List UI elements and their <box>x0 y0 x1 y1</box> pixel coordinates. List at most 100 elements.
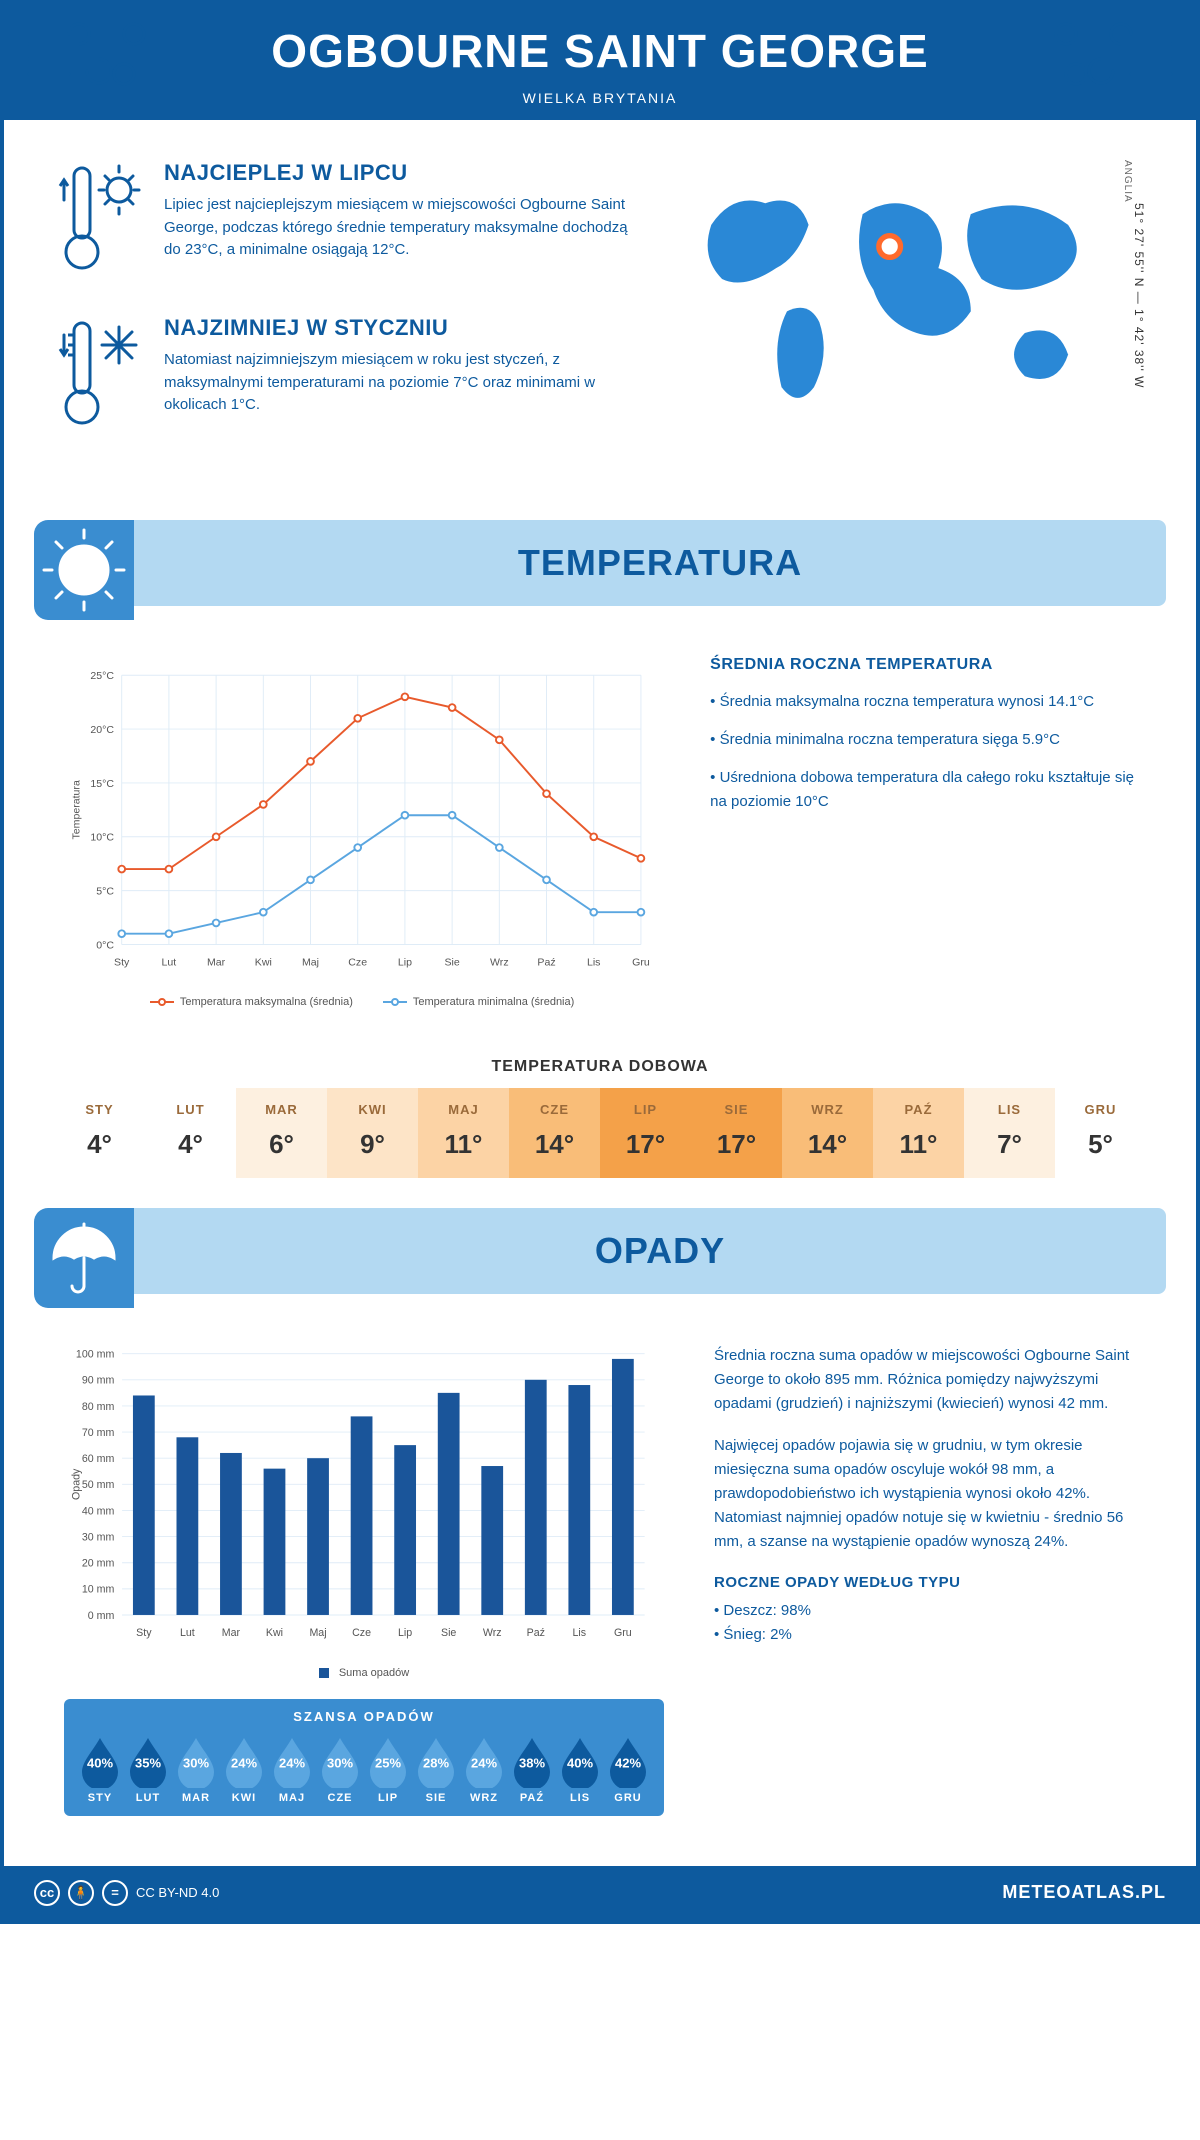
precip-chart: 0 mm10 mm20 mm30 mm40 mm50 mm60 mm70 mm8… <box>64 1344 664 1679</box>
svg-text:Lut: Lut <box>180 1627 195 1639</box>
legend-precip: Suma opadów <box>319 1667 409 1679</box>
chance-cell: 35%LUT <box>126 1734 170 1804</box>
svg-text:70 mm: 70 mm <box>82 1427 115 1439</box>
svg-text:0 mm: 0 mm <box>88 1610 115 1622</box>
coldest-body: Natomiast najzimniejszym miesiącem w rok… <box>164 349 628 417</box>
daily-cell: CZE14° <box>509 1088 600 1178</box>
chance-cell: 30%CZE <box>318 1734 362 1804</box>
svg-text:Maj: Maj <box>302 957 319 969</box>
chance-cell: 30%MAR <box>174 1734 218 1804</box>
svg-text:Cze: Cze <box>348 957 367 969</box>
svg-text:Maj: Maj <box>309 1627 326 1639</box>
svg-text:15°C: 15°C <box>90 778 114 790</box>
coldest-title: NAJZIMNIEJ W STYCZNIU <box>164 315 628 341</box>
wind-icon-right <box>1036 4 1176 104</box>
precip-types-title: ROCZNE OPADY WEDŁUG TYPU <box>714 1574 1136 1591</box>
svg-text:Kwi: Kwi <box>255 957 272 969</box>
svg-text:10 mm: 10 mm <box>82 1584 115 1596</box>
nd-icon: = <box>102 1880 128 1906</box>
temperature-chart: 0°C5°C10°C15°C20°C25°CStyLutMarKwiMajCze… <box>64 656 660 1008</box>
daily-cell: KWI9° <box>327 1088 418 1178</box>
chance-title: SZANSA OPADÓW <box>78 1709 650 1724</box>
coldest-block: NAJZIMNIEJ W STYCZNIU Natomiast najzimni… <box>54 315 628 440</box>
svg-text:Mar: Mar <box>222 1627 241 1639</box>
chance-cell: 24%WRZ <box>462 1734 506 1804</box>
daily-cell: LIP17° <box>600 1088 691 1178</box>
svg-text:Gru: Gru <box>632 957 650 969</box>
chance-cell: 40%LIS <box>558 1734 602 1804</box>
svg-text:Sie: Sie <box>444 957 459 969</box>
chance-cell: 42%GRU <box>606 1734 650 1804</box>
precip-type-bullet: • Deszcz: 98% <box>714 1599 1136 1623</box>
daily-cell: STY4° <box>54 1088 145 1178</box>
svg-text:Lip: Lip <box>398 1627 412 1639</box>
svg-text:0°C: 0°C <box>96 939 114 951</box>
svg-text:20 mm: 20 mm <box>82 1557 115 1569</box>
svg-text:40 mm: 40 mm <box>82 1505 115 1517</box>
temperature-banner: TEMPERATURA <box>34 520 1166 606</box>
header-band: OGBOURNE SAINT GEORGE WIELKA BRYTANIA <box>4 4 1196 120</box>
svg-text:Mar: Mar <box>207 957 226 969</box>
svg-text:Lis: Lis <box>573 1627 587 1639</box>
site-name: METEOATLAS.PL <box>1002 1882 1166 1903</box>
chance-cell: 24%MAJ <box>270 1734 314 1804</box>
daily-cell: LUT4° <box>145 1088 236 1178</box>
daily-cell: GRU5° <box>1055 1088 1146 1178</box>
by-icon: 🧍 <box>68 1880 94 1906</box>
legend-max: Temperatura maksymalna (średnia) <box>150 996 353 1008</box>
thermometer-snow-icon <box>54 315 144 440</box>
temp-summary-title: ŚREDNIA ROCZNA TEMPERATURA <box>710 656 1136 674</box>
chance-cell: 24%KWI <box>222 1734 266 1804</box>
precip-title: OPADY <box>154 1230 1166 1272</box>
svg-text:25°C: 25°C <box>90 670 114 682</box>
chance-cell: 38%PAŹ <box>510 1734 554 1804</box>
daily-cell: SIE17° <box>691 1088 782 1178</box>
svg-text:Lis: Lis <box>587 957 601 969</box>
precip-chance-box: SZANSA OPADÓW 40%STY35%LUT30%MAR24%KWI24… <box>64 1699 664 1816</box>
daily-temp-table: STY4°LUT4°MAR6°KWI9°MAJ11°CZE14°LIP17°SI… <box>54 1088 1146 1178</box>
world-map <box>668 160 1122 446</box>
daily-cell: MAR6° <box>236 1088 327 1178</box>
svg-text:10°C: 10°C <box>90 832 114 844</box>
svg-text:5°C: 5°C <box>96 885 114 897</box>
svg-text:100 mm: 100 mm <box>76 1348 115 1360</box>
svg-text:Wrz: Wrz <box>490 957 509 969</box>
svg-text:80 mm: 80 mm <box>82 1401 115 1413</box>
svg-text:Paź: Paź <box>527 1627 545 1639</box>
svg-text:Lip: Lip <box>398 957 412 969</box>
svg-text:Paź: Paź <box>537 957 555 969</box>
temp-bullet: • Średnia minimalna roczna temperatura s… <box>710 728 1136 752</box>
svg-text:Wrz: Wrz <box>483 1627 502 1639</box>
svg-text:Temperatura: Temperatura <box>70 780 82 839</box>
precip-body-2: Najwięcej opadów pojawia się w grudniu, … <box>714 1434 1136 1554</box>
chance-cell: 28%SIE <box>414 1734 458 1804</box>
daily-cell: LIS7° <box>964 1088 1055 1178</box>
svg-text:90 mm: 90 mm <box>82 1375 115 1387</box>
temperature-summary: ŚREDNIA ROCZNA TEMPERATURA • Średnia mak… <box>710 656 1136 1008</box>
daily-cell: PAŹ11° <box>873 1088 964 1178</box>
intro-section: NAJCIEPLEJ W LIPCU Lipiec jest najcieple… <box>4 120 1196 500</box>
temp-bullet: • Średnia maksymalna roczna temperatura … <box>710 690 1136 714</box>
daily-cell: MAJ11° <box>418 1088 509 1178</box>
chance-cell: 25%LIP <box>366 1734 410 1804</box>
page-subtitle: WIELKA BRYTANIA <box>4 90 1196 106</box>
legend-min: Temperatura minimalna (średnia) <box>383 996 574 1008</box>
precip-banner: OPADY <box>34 1208 1166 1294</box>
svg-text:Gru: Gru <box>614 1627 632 1639</box>
sun-icon <box>34 520 134 620</box>
footer: cc 🧍 = CC BY-ND 4.0 METEOATLAS.PL <box>4 1866 1196 1920</box>
thermometer-sun-icon <box>54 160 144 285</box>
svg-text:Cze: Cze <box>352 1627 371 1639</box>
cc-icon: cc <box>34 1880 60 1906</box>
coordinates: 51° 27' 55'' N — 1° 42' 38'' W <box>1122 203 1146 388</box>
svg-text:Lut: Lut <box>162 957 177 969</box>
svg-text:Sie: Sie <box>441 1627 456 1639</box>
warmest-title: NAJCIEPLEJ W LIPCU <box>164 160 628 186</box>
daily-cell: WRZ14° <box>782 1088 873 1178</box>
precip-summary: Średnia roczna suma opadów w miejscowośc… <box>714 1344 1136 1816</box>
country-label: ANGLIA <box>1122 160 1133 203</box>
precip-type-bullet: • Śnieg: 2% <box>714 1623 1136 1647</box>
warmest-body: Lipiec jest najcieplejszym miesiącem w m… <box>164 194 628 262</box>
precip-body-1: Średnia roczna suma opadów w miejscowośc… <box>714 1344 1136 1416</box>
temperature-title: TEMPERATURA <box>154 542 1166 584</box>
